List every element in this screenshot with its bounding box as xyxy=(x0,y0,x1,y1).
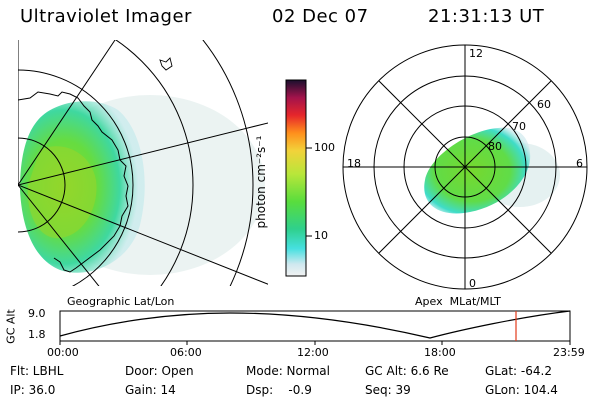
altitude-curve xyxy=(59,310,571,339)
mlt-label-6: 6 xyxy=(576,157,583,170)
altitude-axis-title: GC Alt xyxy=(4,309,18,344)
mlt-label-12: 12 xyxy=(469,47,483,60)
info-mode: Mode: Normal xyxy=(246,364,330,378)
mlat-label-60: 60 xyxy=(537,98,551,111)
info-glat: GLat: -64.2 xyxy=(485,364,552,378)
island-outline xyxy=(159,57,173,71)
mlt-label-18: 18 xyxy=(347,157,361,170)
geographic-panel-label: Geographic Lat/Lon xyxy=(67,295,175,308)
meridian-4 xyxy=(18,184,100,286)
info-flt: Flt: LBHL xyxy=(10,364,64,378)
info-door: Door: Open xyxy=(125,364,194,378)
bright-core xyxy=(27,146,97,239)
colorbar-label-10: 10 xyxy=(314,229,328,242)
mlat-label-80: 80 xyxy=(488,140,502,153)
info-dsp: Dsp: -0.9 xyxy=(246,383,312,397)
polar-plot xyxy=(342,44,588,290)
time-label-2359: 23:59 xyxy=(553,346,585,359)
apex-panel-label: Apex MLat/MLT xyxy=(415,295,501,308)
mlt-label-0: 0 xyxy=(469,277,476,290)
mlat-label-70: 70 xyxy=(512,120,526,133)
auroral-oval xyxy=(424,127,531,214)
info-gain: Gain: 14 xyxy=(125,383,176,397)
colorbar xyxy=(285,79,307,277)
info-glon: GLon: 104.4 xyxy=(485,383,558,397)
info-gc-alt: GC Alt: 6.6 Re xyxy=(365,364,449,378)
time-label-1200: 12:00 xyxy=(297,346,329,359)
app-title: Ultraviolet Imager xyxy=(20,6,192,27)
altitude-tick-min: 1.8 xyxy=(28,328,46,341)
date-label: 02 Dec 07 xyxy=(272,6,369,27)
altitude-frame xyxy=(59,310,571,342)
geographic-map xyxy=(18,40,268,286)
time-label-0600: 06:00 xyxy=(170,346,202,359)
lat-circle-1 xyxy=(18,137,66,233)
lat-circle-4 xyxy=(202,40,254,286)
colorbar-unit-label: photon cm⁻²s⁻¹ xyxy=(254,135,268,229)
time-label-0000: 00:00 xyxy=(47,346,79,359)
altitude-plot xyxy=(59,310,571,345)
time-label-1800: 18:00 xyxy=(424,346,456,359)
coastline xyxy=(18,91,129,273)
info-seq: Seq: 39 xyxy=(365,383,411,397)
lat-circle-3 xyxy=(114,40,194,286)
colorbar-label-100: 100 xyxy=(314,141,335,154)
meridian-2 xyxy=(18,184,268,285)
meridian-3 xyxy=(18,40,116,186)
time-label: 21:31:13 UT xyxy=(428,6,545,27)
info-ip: IP: 36.0 xyxy=(10,383,56,397)
altitude-tick-max: 9.0 xyxy=(28,307,46,320)
polar-diagonal-2 xyxy=(378,80,552,254)
meridian-1 xyxy=(18,122,268,186)
lat-circle-2 xyxy=(18,69,134,286)
